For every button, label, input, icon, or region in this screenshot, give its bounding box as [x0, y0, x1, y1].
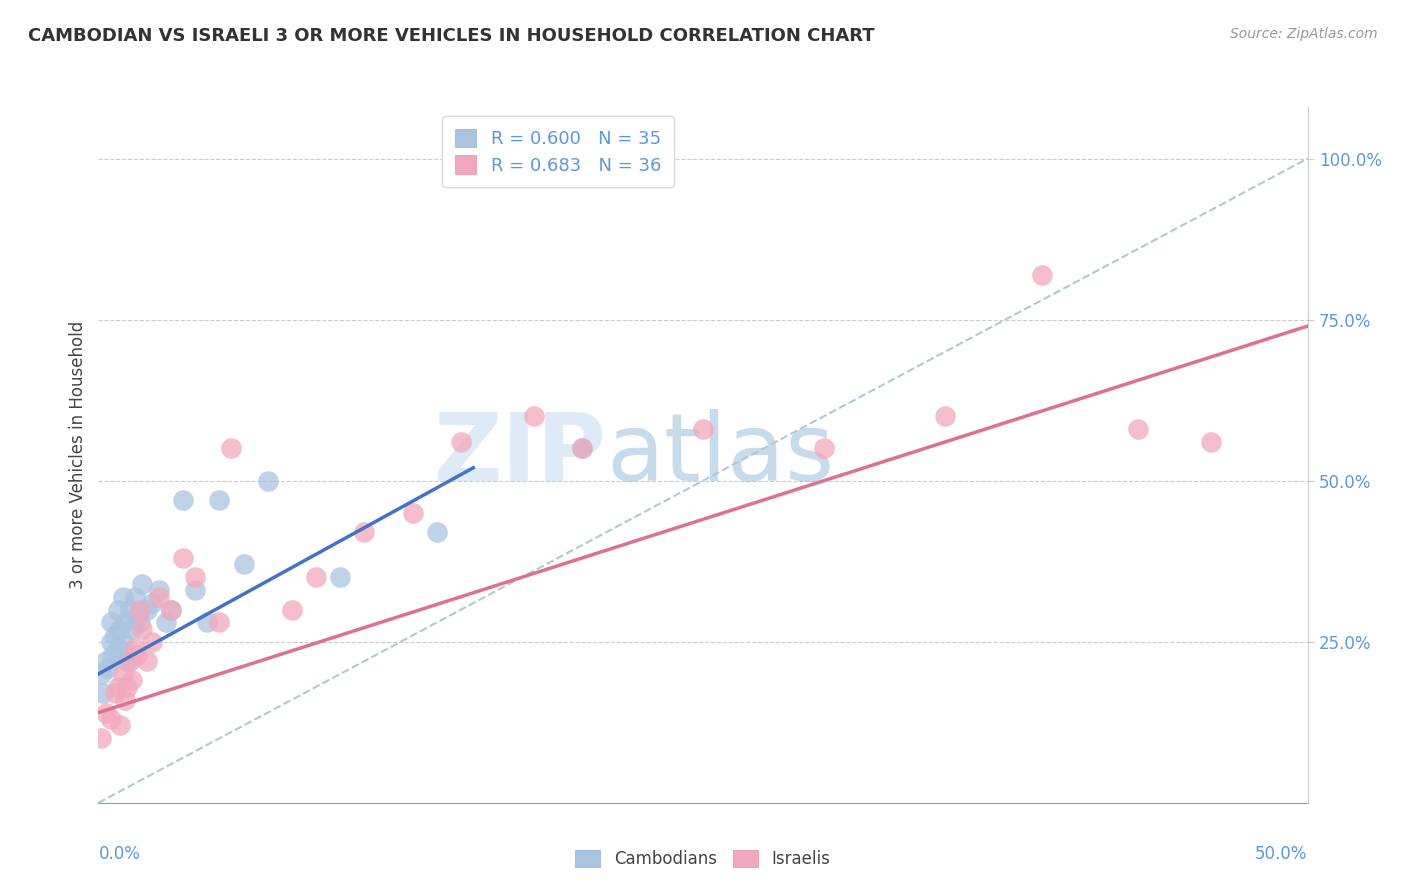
Point — [305, 570, 328, 584]
Point — [135, 654, 157, 668]
Point — [90, 731, 112, 746]
Point — [221, 442, 243, 456]
Text: atlas: atlas — [606, 409, 835, 501]
Text: 50.0%: 50.0% — [1256, 845, 1308, 863]
Point — [108, 718, 131, 732]
Point — [100, 615, 122, 630]
Point — [329, 570, 352, 584]
Point — [426, 525, 449, 540]
Point — [91, 686, 114, 700]
Point — [1031, 268, 1053, 282]
Point — [100, 712, 122, 726]
Point — [141, 596, 163, 610]
Point — [101, 648, 124, 662]
Point — [90, 667, 112, 681]
Point — [232, 558, 254, 572]
Point — [104, 686, 127, 700]
Point — [114, 692, 136, 706]
Point — [121, 622, 143, 636]
Point — [208, 615, 231, 630]
Point — [141, 634, 163, 648]
Point — [353, 525, 375, 540]
Point — [208, 493, 231, 508]
Point — [118, 654, 141, 668]
Point — [111, 667, 134, 681]
Point — [692, 422, 714, 436]
Point — [128, 615, 150, 630]
Point — [934, 409, 956, 424]
Point — [160, 602, 183, 616]
Point — [124, 641, 146, 656]
Point — [195, 615, 218, 630]
Point — [111, 590, 134, 604]
Point — [148, 583, 170, 598]
Point — [184, 583, 207, 598]
Point — [131, 622, 153, 636]
Point — [571, 442, 593, 456]
Point — [124, 590, 146, 604]
Point — [127, 648, 149, 662]
Point — [184, 570, 207, 584]
Point — [118, 602, 141, 616]
Point — [135, 602, 157, 616]
Point — [523, 409, 546, 424]
Legend: R = 0.600   N = 35, R = 0.683   N = 36: R = 0.600 N = 35, R = 0.683 N = 36 — [441, 116, 673, 187]
Point — [127, 609, 149, 624]
Text: CAMBODIAN VS ISRAELI 3 OR MORE VEHICLES IN HOUSEHOLD CORRELATION CHART: CAMBODIAN VS ISRAELI 3 OR MORE VEHICLES … — [28, 27, 875, 45]
Point — [256, 474, 278, 488]
Point — [160, 602, 183, 616]
Point — [107, 641, 129, 656]
Point — [104, 628, 127, 642]
Point — [172, 551, 194, 566]
Text: Source: ZipAtlas.com: Source: ZipAtlas.com — [1230, 27, 1378, 41]
Point — [117, 680, 139, 694]
Point — [117, 654, 139, 668]
Point — [402, 506, 425, 520]
Legend: Cambodians, Israelis: Cambodians, Israelis — [569, 843, 837, 875]
Point — [1128, 422, 1150, 436]
Point — [94, 654, 117, 668]
Point — [281, 602, 304, 616]
Point — [111, 634, 134, 648]
Point — [100, 634, 122, 648]
Point — [121, 673, 143, 688]
Text: 0.0%: 0.0% — [98, 845, 141, 863]
Point — [128, 602, 150, 616]
Point — [1199, 435, 1222, 450]
Point — [107, 680, 129, 694]
Y-axis label: 3 or more Vehicles in Household: 3 or more Vehicles in Household — [69, 321, 87, 589]
Point — [107, 602, 129, 616]
Point — [571, 442, 593, 456]
Point — [94, 706, 117, 720]
Point — [155, 615, 177, 630]
Point — [97, 660, 120, 674]
Point — [108, 622, 131, 636]
Point — [114, 615, 136, 630]
Text: ZIP: ZIP — [433, 409, 606, 501]
Point — [172, 493, 194, 508]
Point — [131, 576, 153, 591]
Point — [813, 442, 835, 456]
Point — [148, 590, 170, 604]
Point — [450, 435, 472, 450]
